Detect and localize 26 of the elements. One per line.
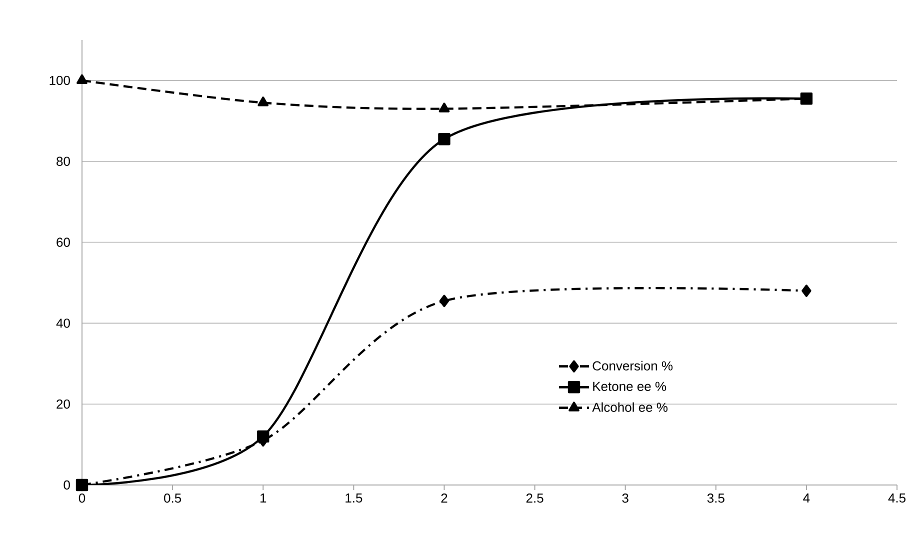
point (438, 102, 450, 112)
y-tick-label: 100 (50, 76, 70, 86)
y-tick-label: 60 (56, 238, 70, 247)
point (802, 284, 812, 297)
x-tick-label: 0 (78, 494, 86, 503)
x-tick-label: 1.5 (346, 494, 362, 503)
legend-label: Conversion % (592, 360, 673, 370)
y-tick-label: 80 (56, 156, 70, 166)
x-tick-label: 4.5 (888, 494, 906, 503)
x-tick-label: 3 (622, 494, 628, 503)
x-tick-label: 4 (803, 494, 810, 502)
x-tick-label: 2.5 (526, 494, 544, 503)
y-tick-label: 0 (64, 480, 70, 490)
point (258, 96, 269, 106)
y-tick-label: 40 (56, 318, 70, 328)
point (438, 133, 450, 146)
legend-label: Ketone ee % (593, 382, 666, 391)
point (257, 430, 270, 443)
x-tick-label: 2 (441, 494, 448, 503)
x-tick-label: 3.5 (707, 494, 724, 503)
x-tick-label: 1 (260, 494, 266, 502)
y-tick-label: 20 (56, 399, 70, 409)
point (439, 294, 450, 308)
legend-label: Alcohol ee % (592, 402, 668, 412)
point (76, 74, 88, 84)
x-tick-label: 0.5 (164, 494, 182, 503)
